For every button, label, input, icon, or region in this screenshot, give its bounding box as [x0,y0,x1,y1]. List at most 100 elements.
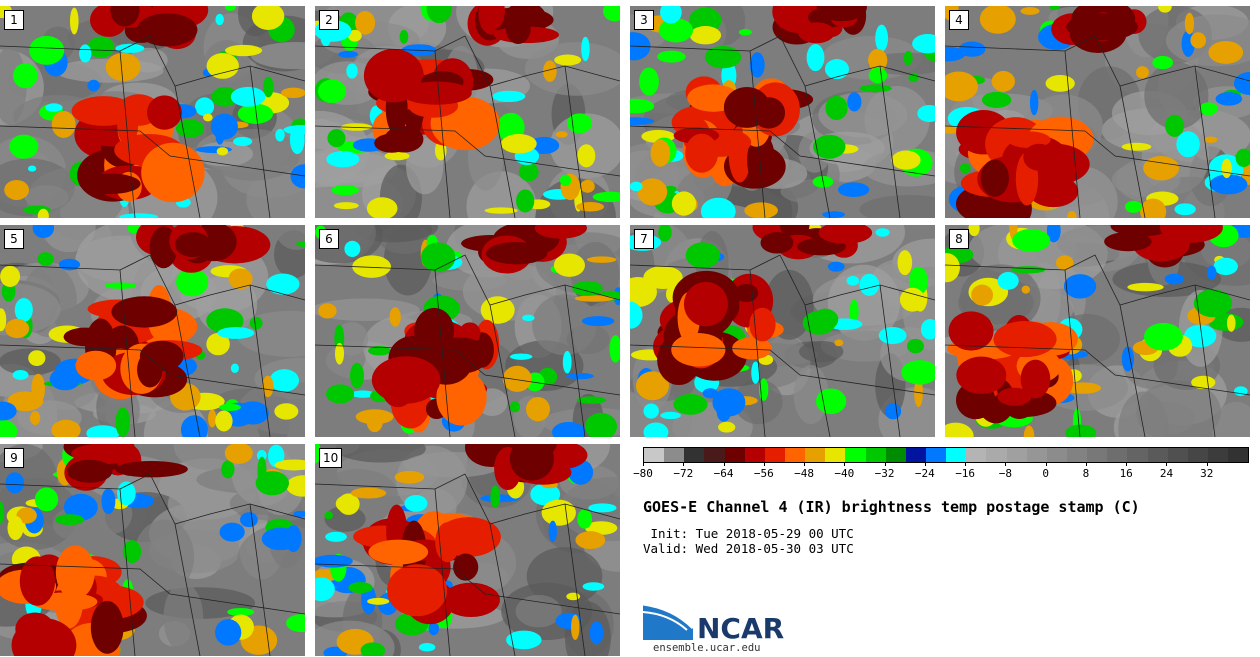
colorbar-tick [1005,462,1007,466]
cloud-cell [1209,174,1248,195]
cloud-blob [133,519,195,595]
convective-core [479,6,506,30]
cloud-cell [635,371,670,401]
cloud-cell [296,241,305,248]
cloud-cell [518,162,539,182]
convective-core [55,545,95,600]
colorbar-segment [885,448,906,462]
cloud-cell [588,503,617,513]
colorbar-segment [986,448,1007,462]
cloud-cell [630,181,643,192]
colorbar-tick-label: −72 [673,467,694,480]
ir-satellite-map [315,6,620,218]
postage-stamp-panel: 8 [945,225,1250,437]
convective-core [948,311,994,351]
cloud-cell [1221,158,1232,179]
cloud-cell [283,125,305,135]
cloud-cell [0,265,21,287]
cloud-cell [585,412,618,437]
cloud-cell [119,213,159,218]
colorbar-segment [925,448,947,462]
cloud-cell [30,411,41,426]
colorbar [643,447,1249,463]
colorbar-segment [684,448,705,462]
cloud-cell [528,136,560,155]
cloud-blob [1144,62,1209,130]
convective-core [19,556,56,606]
convective-core [1104,231,1152,252]
colorbar-segment [1127,448,1148,462]
cloud-cell [1213,257,1238,276]
cloud-cell [346,63,358,79]
cloud-cell [256,450,267,461]
cloud-cell [208,409,217,428]
cloud-cell [945,253,960,283]
cloud-cell [559,174,572,187]
panel-number: 1 [4,10,24,30]
cloud-cell [630,98,655,114]
convective-core [117,101,139,146]
cloud-cell [630,277,657,307]
cloud-cell [45,103,63,112]
cloud-cell [1152,55,1174,70]
cloud-cell [660,411,681,420]
cloud-cell [589,621,604,645]
cloud-cell [4,179,29,200]
colorbar-tick-label: −16 [955,467,976,480]
cloud-cell [275,128,285,142]
postage-stamp-panel: 7 [630,225,935,437]
ir-satellite-map [0,6,305,218]
convective-core [137,13,198,47]
cloud-cell [899,287,925,312]
cloud-cell [576,396,607,404]
cloud-cell [958,41,986,57]
cloud-cell [350,390,376,398]
convective-core [685,133,719,173]
cloud-cell [827,261,845,272]
convective-core [374,133,410,153]
cloud-cell [609,335,620,363]
cloud-cell [389,307,401,327]
state-boundary [945,254,1250,437]
cloud-cell [509,401,521,413]
cloud-cell [712,388,746,417]
cloud-cell [979,6,1016,34]
cloud-cell [104,282,137,289]
convective-core [671,332,726,367]
cloud-cell [286,614,305,633]
cloud-cell [326,384,355,404]
cloud-cell [581,36,590,62]
ir-satellite-map [630,6,935,218]
colorbar-tick-label: −80 [633,467,653,480]
cloud-cell [903,50,913,66]
colorbar-segment [1228,448,1249,462]
cloud-cell [215,410,233,432]
cloud-cell [347,29,362,42]
convective-core [79,173,141,195]
cloud-cell [334,342,345,365]
cloud-cell [115,407,131,437]
cloud-cell [685,242,720,269]
cloud-cell [846,275,860,286]
cloud-cell [0,401,17,421]
cloud-cell [5,318,30,339]
colorbar-segment [1087,448,1108,462]
cloud-cell [572,280,603,296]
cloud-cell [216,147,229,156]
cloud-cell [530,483,561,506]
cloud-cell [906,338,924,354]
convective-core [798,22,835,44]
cloud-cell [404,494,428,512]
cloud-cell [281,87,305,99]
cloud-cell [368,345,391,356]
cloud-cell [7,515,24,541]
cloud-cell [997,271,1019,290]
cloud-cell [225,6,236,11]
cloud-cell [315,577,335,602]
cloud-cell [825,95,848,121]
colorbar-tick [763,462,765,466]
convective-core [956,356,1007,395]
cloud-cell [219,403,241,412]
cloud-cell [266,273,300,295]
cloud-blob [251,42,305,70]
